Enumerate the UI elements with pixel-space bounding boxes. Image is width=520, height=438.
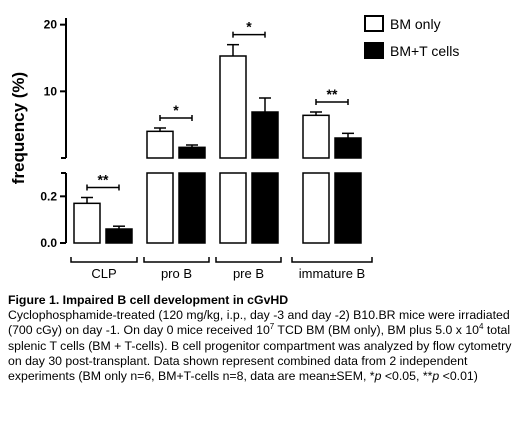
caption-p-2: p bbox=[432, 369, 440, 384]
category-label-clp: CLP bbox=[91, 266, 116, 281]
category-frame-immature-b bbox=[291, 257, 373, 263]
sig-label-0: ** bbox=[98, 172, 109, 188]
caption-text-2: TCD BM (BM only), BM plus 5.0 x 10 bbox=[274, 323, 480, 338]
y-tick-label-upper-1: 20 bbox=[44, 18, 58, 32]
axes: 0.0 0.2 10 20 bbox=[40, 18, 67, 250]
significance-annotations: ****** bbox=[86, 19, 349, 191]
sig-label-3: ** bbox=[327, 86, 338, 102]
legend: BM only BM+T cells bbox=[364, 15, 459, 59]
caption-sup-1: 7 bbox=[269, 322, 275, 332]
caption-text-4: <0.05, ** bbox=[381, 369, 433, 384]
y-tick-label-lower-1: 0.2 bbox=[40, 189, 57, 203]
category-frame-pro-b bbox=[143, 257, 210, 263]
legend-swatch-1 bbox=[364, 42, 384, 59]
bar-clp-1 bbox=[105, 228, 133, 244]
bar-clp-0 bbox=[73, 202, 101, 244]
bar-pro-b-1-lower bbox=[178, 172, 206, 244]
sig-label-2: * bbox=[246, 19, 252, 35]
caption-p-1: p bbox=[374, 369, 382, 384]
category-label-immature-b: immature B bbox=[299, 266, 365, 281]
bar-pro-b-0-lower bbox=[146, 172, 174, 244]
caption-text-1: Cyclophosphamide-treated (120 mg/kg, i.p… bbox=[8, 308, 510, 338]
category-label-pro-b: pro B bbox=[161, 266, 192, 281]
category-frame-clp bbox=[70, 257, 138, 263]
bar-immature-b-1 bbox=[334, 137, 362, 159]
bar-pre-b-0-lower bbox=[219, 172, 247, 244]
figure-caption: Figure 1. Impaired B cell development in… bbox=[8, 293, 516, 384]
caption-sup-2: 4 bbox=[479, 322, 484, 332]
bars bbox=[73, 43, 362, 244]
category-frame-pre-b bbox=[215, 257, 282, 263]
legend-label-1: BM+T cells bbox=[390, 43, 459, 59]
bar-pro-b-1 bbox=[178, 146, 206, 159]
bar-immature-b-1-lower bbox=[334, 172, 362, 244]
category-labels: CLP pro B pre B immature B bbox=[70, 257, 373, 281]
category-label-pre-b: pre B bbox=[233, 266, 264, 281]
y-tick-label-lower-0: 0.0 bbox=[40, 236, 57, 250]
caption-text-3: total splenic T cells (BM + T-cells). B … bbox=[8, 323, 512, 384]
bar-pre-b-1 bbox=[251, 111, 279, 159]
caption-text-5: <0.01) bbox=[439, 369, 478, 384]
legend-label-0: BM only bbox=[390, 16, 441, 32]
bar-pre-b-0 bbox=[219, 55, 247, 159]
bar-immature-b-0 bbox=[302, 114, 330, 159]
bar-pro-b-0 bbox=[146, 130, 174, 159]
y-axis-label: frequency (%) bbox=[9, 72, 28, 184]
bar-pre-b-1-lower bbox=[251, 172, 279, 244]
caption-title: Figure 1. Impaired B cell development in… bbox=[8, 293, 289, 307]
sig-label-1: * bbox=[173, 102, 179, 118]
bar-immature-b-0-lower bbox=[302, 172, 330, 244]
legend-swatch-0 bbox=[364, 15, 384, 32]
y-tick-label-upper-0: 10 bbox=[44, 84, 58, 98]
